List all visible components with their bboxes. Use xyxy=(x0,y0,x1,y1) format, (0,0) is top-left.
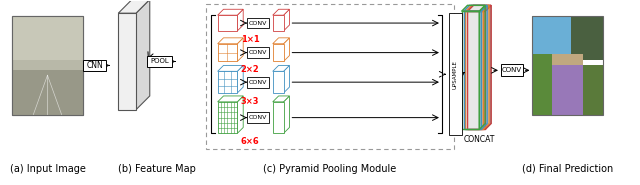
Text: CONV: CONV xyxy=(249,50,267,55)
Text: CONV: CONV xyxy=(502,67,522,73)
Polygon shape xyxy=(284,9,289,31)
Polygon shape xyxy=(273,65,289,71)
Bar xyxy=(12,16,83,115)
Bar xyxy=(584,65,604,115)
Bar xyxy=(147,56,172,67)
Polygon shape xyxy=(273,38,289,44)
Polygon shape xyxy=(273,71,284,93)
Polygon shape xyxy=(118,13,136,110)
Text: UPSAMPLE: UPSAMPLE xyxy=(452,60,458,89)
Bar xyxy=(449,13,461,135)
Bar xyxy=(532,16,604,54)
Bar xyxy=(532,16,604,115)
Bar xyxy=(247,112,269,123)
Polygon shape xyxy=(467,5,491,11)
Polygon shape xyxy=(118,0,150,13)
Bar xyxy=(247,47,269,58)
Polygon shape xyxy=(237,65,243,93)
Polygon shape xyxy=(136,0,150,110)
Bar xyxy=(552,65,584,115)
Text: CONV: CONV xyxy=(249,80,267,85)
Polygon shape xyxy=(273,96,289,102)
Polygon shape xyxy=(218,102,237,133)
Polygon shape xyxy=(284,38,289,61)
Polygon shape xyxy=(218,9,243,15)
Polygon shape xyxy=(273,9,289,15)
Bar xyxy=(247,77,269,88)
Bar xyxy=(501,64,522,76)
Text: UPSAMPLE: UPSAMPLE xyxy=(0,184,1,185)
Polygon shape xyxy=(218,65,243,71)
Text: 6×6: 6×6 xyxy=(241,137,259,146)
Bar xyxy=(247,18,269,28)
Text: POOL: POOL xyxy=(150,58,169,65)
Polygon shape xyxy=(218,15,237,31)
Polygon shape xyxy=(273,15,284,31)
Text: (b) Feature Map: (b) Feature Map xyxy=(118,164,196,174)
Text: CNN: CNN xyxy=(86,61,103,70)
Bar xyxy=(12,70,83,115)
Text: 3×3: 3×3 xyxy=(241,97,259,106)
Text: 2×2: 2×2 xyxy=(241,65,259,74)
Polygon shape xyxy=(273,102,284,133)
Text: CONV: CONV xyxy=(249,115,267,120)
Bar xyxy=(12,16,83,115)
Bar xyxy=(552,54,584,65)
Polygon shape xyxy=(284,65,289,93)
Text: (c) Pyramid Pooling Module: (c) Pyramid Pooling Module xyxy=(263,164,396,174)
Polygon shape xyxy=(237,96,243,133)
Bar xyxy=(572,16,604,60)
Bar xyxy=(532,54,552,115)
Polygon shape xyxy=(485,5,491,130)
Text: (a) Input Image: (a) Input Image xyxy=(10,164,85,174)
Polygon shape xyxy=(218,38,243,44)
Bar xyxy=(83,60,106,71)
Text: CONV: CONV xyxy=(249,21,267,26)
Polygon shape xyxy=(237,9,243,31)
Polygon shape xyxy=(273,44,284,61)
Text: (d) Final Prediction: (d) Final Prediction xyxy=(522,164,613,174)
Bar xyxy=(206,4,454,149)
Bar xyxy=(12,16,83,60)
Text: 1×1: 1×1 xyxy=(241,35,259,44)
Polygon shape xyxy=(237,38,243,61)
Polygon shape xyxy=(467,11,485,130)
Polygon shape xyxy=(218,71,237,93)
Text: CONCAT: CONCAT xyxy=(463,135,495,144)
Polygon shape xyxy=(284,96,289,133)
Polygon shape xyxy=(218,44,237,61)
Polygon shape xyxy=(218,96,243,102)
